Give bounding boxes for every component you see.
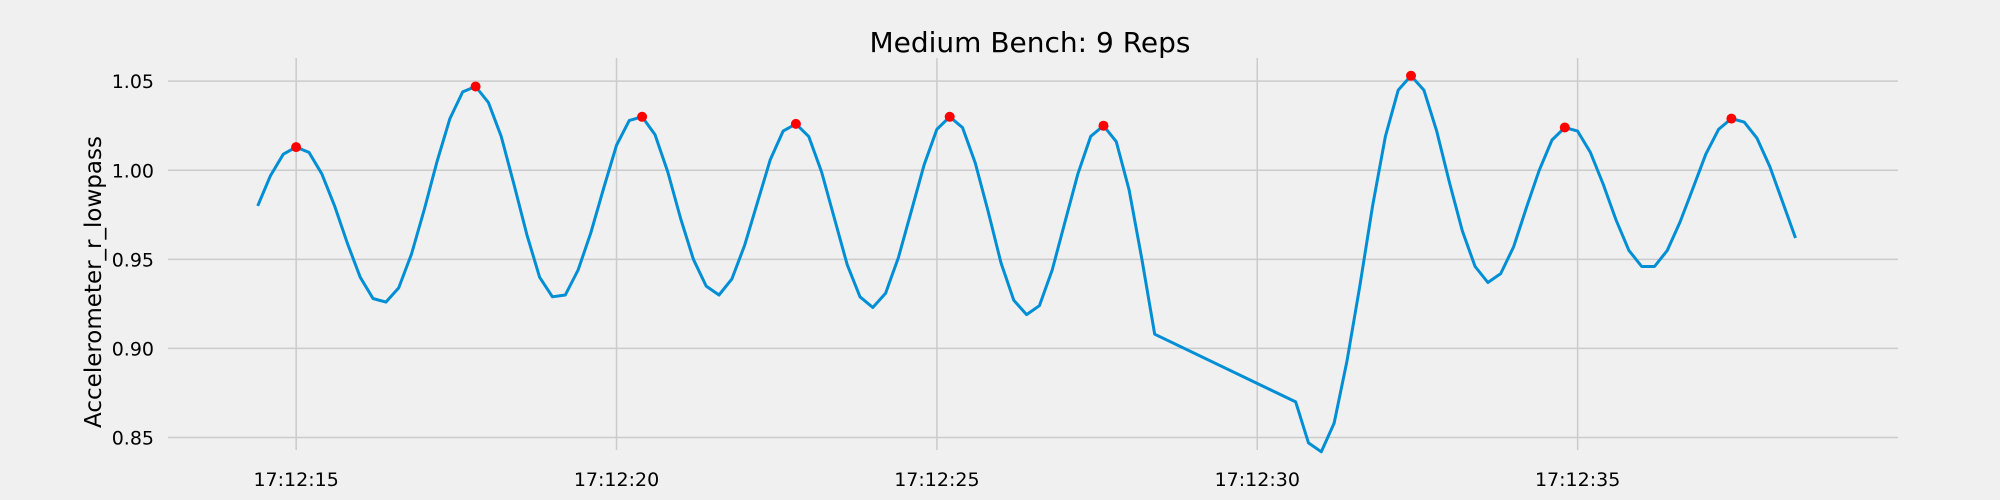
y-tick-label: 0.85 [112, 428, 154, 450]
peak-point [1726, 113, 1737, 124]
y-tick-label: 1.00 [112, 160, 154, 182]
peak-point [291, 142, 302, 153]
x-tick-label: 17:12:30 [1215, 469, 1300, 491]
x-tick-label: 17:12:20 [574, 469, 659, 491]
y-tick-label: 0.95 [112, 249, 154, 271]
y-axis-label: Accelerometer_r_lowpass [81, 136, 107, 428]
peak-point [470, 81, 481, 92]
y-tick-label: 0.90 [112, 338, 154, 360]
y-tick-label: 1.05 [112, 71, 154, 93]
peak-point [637, 111, 648, 122]
chart-title: Medium Bench: 9 Reps [869, 26, 1190, 59]
x-tick-label: 17:12:25 [894, 469, 979, 491]
peak-point [1406, 70, 1416, 81]
series-line [256, 74, 1797, 454]
peak-point [944, 111, 955, 122]
peak-point [1098, 120, 1109, 131]
peak-point [790, 118, 801, 129]
x-tick-label: 17:12:15 [253, 469, 338, 491]
peak-point [1559, 122, 1570, 133]
x-tick-label: 17:12:35 [1535, 469, 1620, 491]
